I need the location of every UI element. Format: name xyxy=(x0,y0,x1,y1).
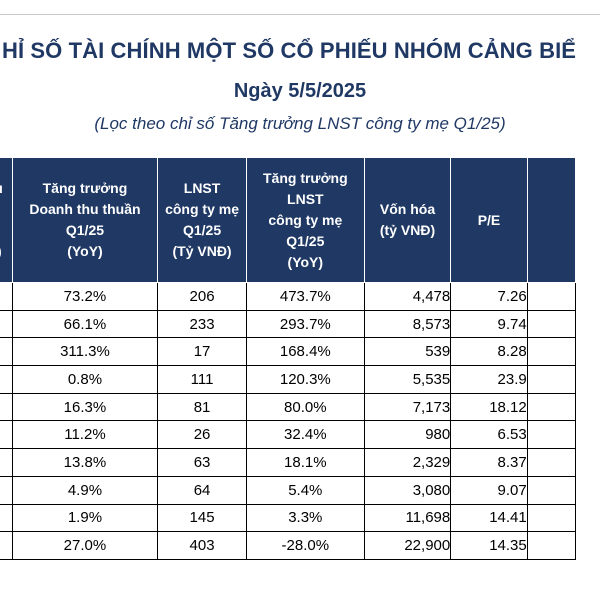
lnst-growth-cell: 18.1% xyxy=(245,448,365,477)
ticker-cell xyxy=(0,309,13,339)
ticker-cell xyxy=(0,282,13,311)
pe-cell: 23.9 xyxy=(450,365,528,394)
ticker-cell xyxy=(0,531,13,560)
table-row: 1.9% 145 3.3% 11,698 14.41 xyxy=(0,503,577,533)
revenue-growth-cell: 311.3% xyxy=(11,337,159,367)
lnst-cell: 145 xyxy=(157,503,247,533)
header-col-0: hu Đ) xyxy=(0,157,13,283)
extra-cell xyxy=(526,392,577,422)
extra-cell xyxy=(526,448,577,477)
market-cap-cell: 5,535 xyxy=(363,365,452,394)
extra-cell xyxy=(526,503,577,533)
table-row: 311.3% 17 168.4% 539 8.28 xyxy=(0,337,577,367)
table-row: 73.2% 206 473.7% 4,478 7.26 xyxy=(0,282,577,311)
lnst-growth-cell: 168.4% xyxy=(245,337,365,367)
table-row: 11.2% 26 32.4% 980 6.53 xyxy=(0,420,577,450)
lnst-cell: 403 xyxy=(157,531,247,560)
ticker-cell xyxy=(0,475,13,505)
header-revenue-growth: Tăng trưởng Doanh thu thuần Q1/25 (YoY) xyxy=(11,157,159,283)
ticker-cell xyxy=(0,420,13,450)
extra-cell xyxy=(526,420,577,450)
pe-cell: 9.74 xyxy=(450,309,528,339)
pe-cell: 14.35 xyxy=(450,531,528,560)
revenue-growth-cell: 16.3% xyxy=(11,392,159,422)
market-cap-cell: 8,573 xyxy=(363,309,452,339)
lnst-cell: 111 xyxy=(157,365,247,394)
extra-cell xyxy=(526,475,577,505)
filter-note: (Lọc theo chỉ số Tăng trưởng LNST công t… xyxy=(94,114,506,133)
market-cap-cell: 11,698 xyxy=(363,503,452,533)
revenue-growth-cell: 73.2% xyxy=(11,282,159,311)
pe-cell: 9.07 xyxy=(450,475,528,505)
ticker-cell xyxy=(0,503,13,533)
extra-cell xyxy=(526,282,577,311)
lnst-growth-cell: -28.0% xyxy=(245,531,365,560)
pe-cell: 14.41 xyxy=(450,503,528,533)
header-extra xyxy=(526,157,577,283)
table-row: 13.8% 63 18.1% 2,329 8.37 xyxy=(0,448,577,477)
header-market-cap: Vốn hóa (tỷ VNĐ) xyxy=(363,157,452,283)
lnst-growth-cell: 3.3% xyxy=(245,503,365,533)
lnst-growth-cell: 80.0% xyxy=(245,392,365,422)
lnst-cell: 26 xyxy=(157,420,247,450)
market-cap-cell: 2,329 xyxy=(363,448,452,477)
table-row: 4.9% 64 5.4% 3,080 9.07 xyxy=(0,475,577,505)
revenue-growth-cell: 27.0% xyxy=(11,531,159,560)
page-title: HỈ SỐ TÀI CHÍNH MỘT SỐ CỔ PHIẾU NHÓM CẢN… xyxy=(2,38,577,63)
header-lnst: LNST công ty mẹ Q1/25 (Tỷ VNĐ) xyxy=(157,157,247,283)
table-row: 16.3% 81 80.0% 7,173 18.12 xyxy=(0,392,577,422)
lnst-cell: 206 xyxy=(157,282,247,311)
top-divider xyxy=(0,14,600,15)
header-lnst-growth: Tăng trưởng LNST công ty mẹ Q1/25 (YoY) xyxy=(245,157,365,283)
pe-cell: 7.26 xyxy=(450,282,528,311)
revenue-growth-cell: 13.8% xyxy=(11,448,159,477)
pe-cell: 6.53 xyxy=(450,420,528,450)
table-row: 0.8% 111 120.3% 5,535 23.9 xyxy=(0,365,577,394)
table-row: 27.0% 403 -28.0% 22,900 14.35 xyxy=(0,531,577,560)
lnst-cell: 63 xyxy=(157,448,247,477)
ticker-cell xyxy=(0,448,13,477)
table-row: 66.1% 233 293.7% 8,573 9.74 xyxy=(0,309,577,339)
revenue-growth-cell: 11.2% xyxy=(11,420,159,450)
pe-cell: 8.28 xyxy=(450,337,528,367)
header-pe: P/E xyxy=(450,157,528,283)
lnst-growth-cell: 120.3% xyxy=(245,365,365,394)
lnst-growth-cell: 473.7% xyxy=(245,282,365,311)
market-cap-cell: 4,478 xyxy=(363,282,452,311)
extra-cell xyxy=(526,309,577,339)
lnst-cell: 17 xyxy=(157,337,247,367)
revenue-growth-cell: 0.8% xyxy=(11,365,159,394)
market-cap-cell: 539 xyxy=(363,337,452,367)
market-cap-cell: 980 xyxy=(363,420,452,450)
lnst-growth-cell: 5.4% xyxy=(245,475,365,505)
market-cap-cell: 3,080 xyxy=(363,475,452,505)
report-date: Ngày 5/5/2025 xyxy=(233,80,367,102)
pe-cell: 18.12 xyxy=(450,392,528,422)
ticker-cell xyxy=(0,337,13,367)
lnst-growth-cell: 293.7% xyxy=(245,309,365,339)
lnst-cell: 233 xyxy=(157,309,247,339)
lnst-growth-cell: 32.4% xyxy=(245,420,365,450)
ticker-cell xyxy=(0,365,13,394)
lnst-cell: 81 xyxy=(157,392,247,422)
pe-cell: 8.37 xyxy=(450,448,528,477)
market-cap-cell: 7,173 xyxy=(363,392,452,422)
revenue-growth-cell: 1.9% xyxy=(11,503,159,533)
extra-cell xyxy=(526,531,577,560)
market-cap-cell: 22,900 xyxy=(363,531,452,560)
extra-cell xyxy=(526,337,577,367)
extra-cell xyxy=(526,365,577,394)
revenue-growth-cell: 4.9% xyxy=(11,475,159,505)
lnst-cell: 64 xyxy=(157,475,247,505)
revenue-growth-cell: 66.1% xyxy=(11,309,159,339)
ticker-cell xyxy=(0,392,13,422)
